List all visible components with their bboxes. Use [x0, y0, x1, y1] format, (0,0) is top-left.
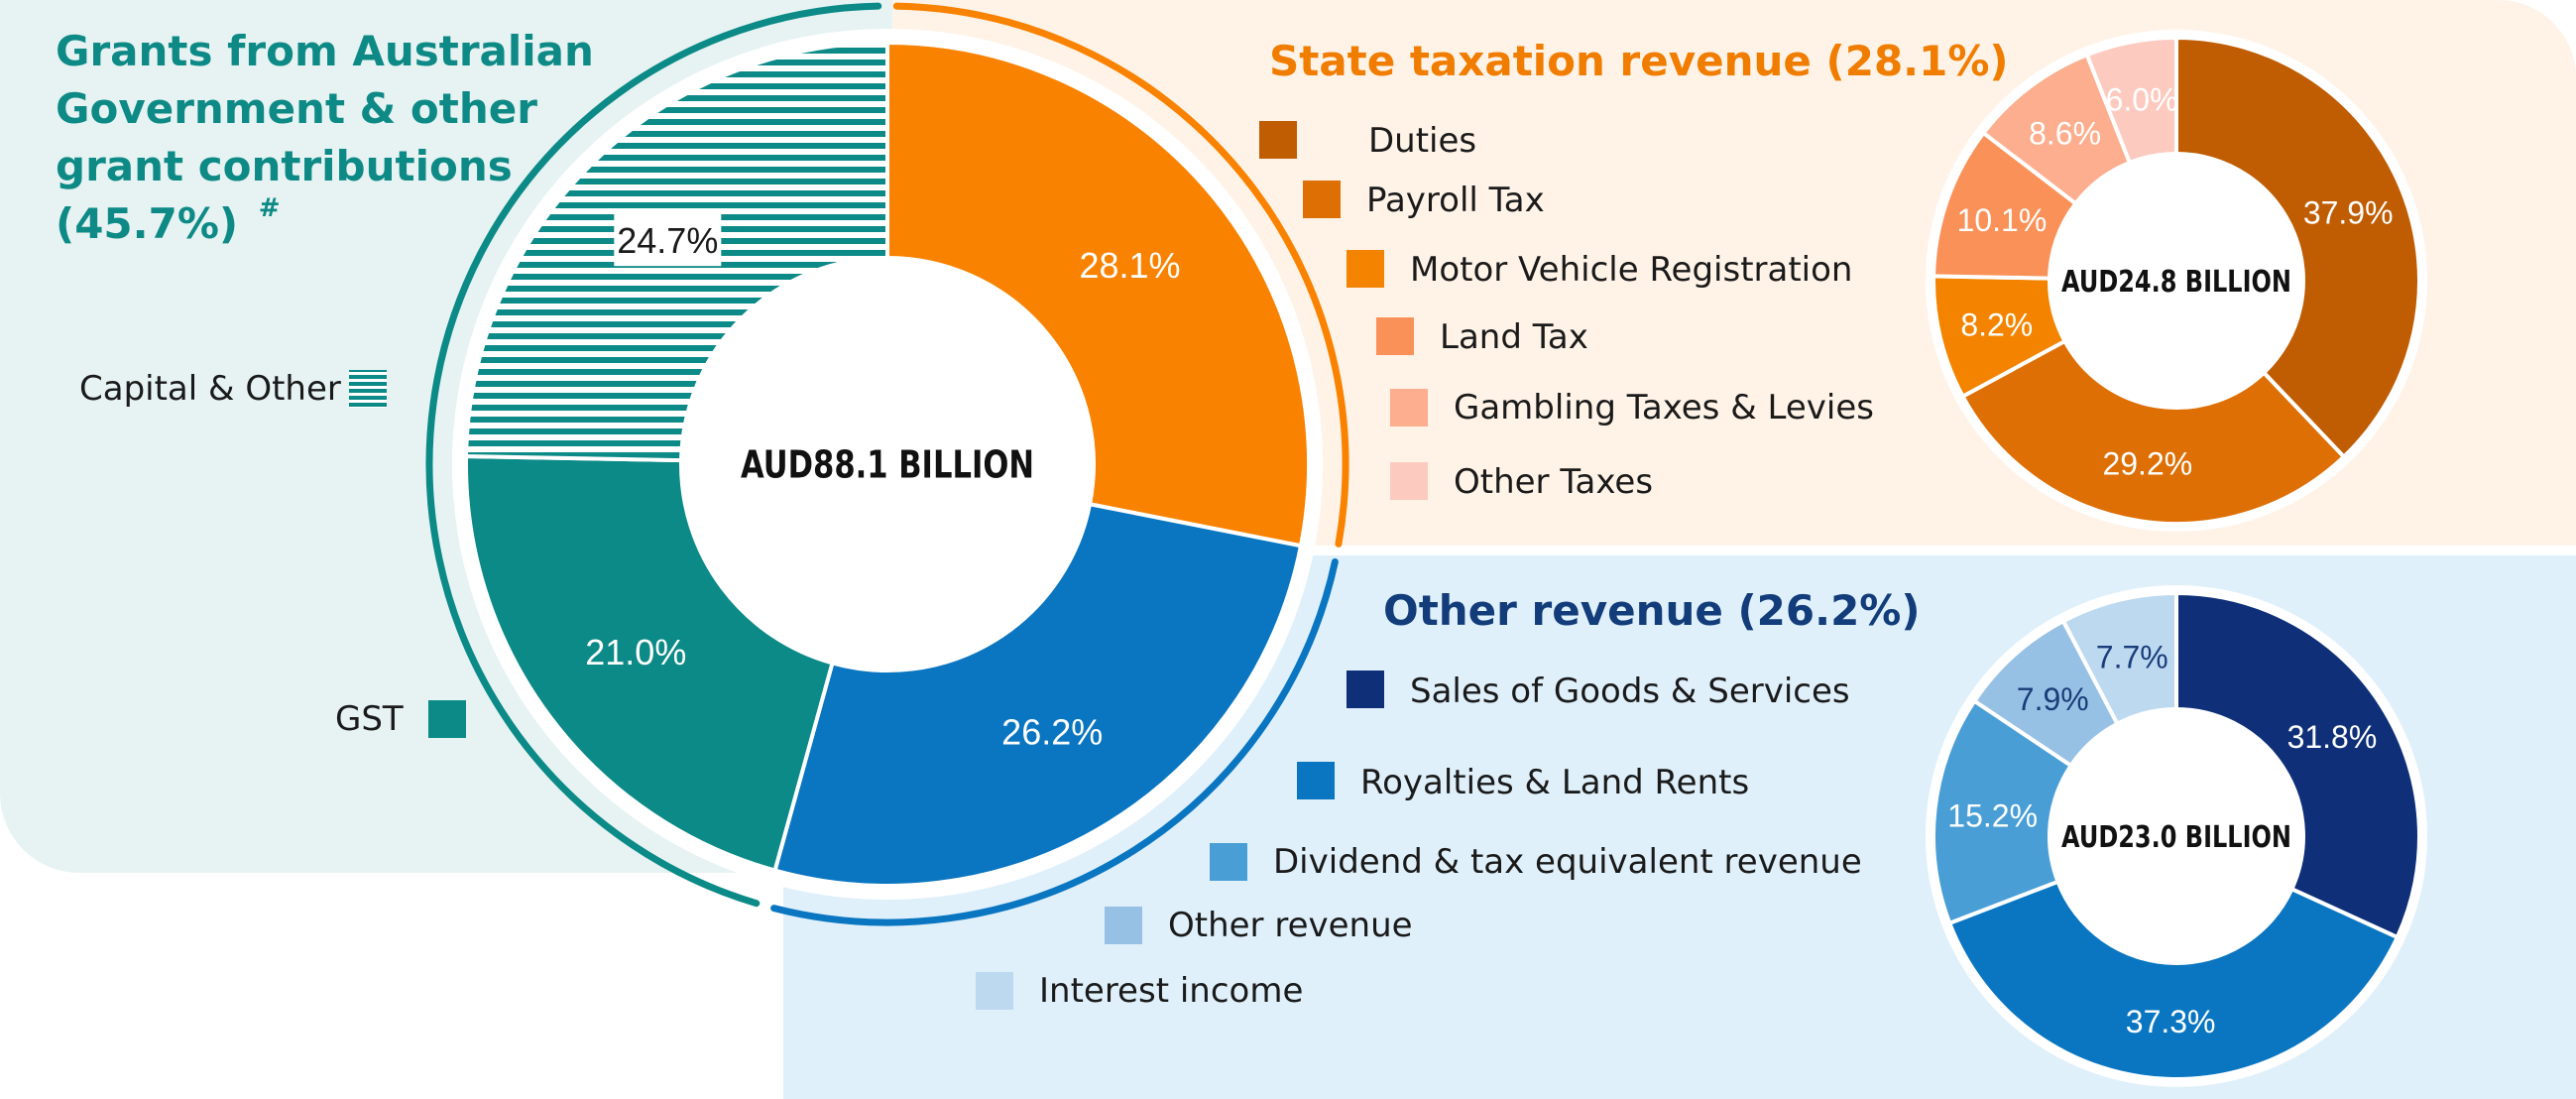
data-label-dividend-tax-equivalent-revenue: 15.2% [1947, 798, 2038, 834]
grants-title-line: Grants from Australian [56, 27, 594, 75]
grants-title-line: grant contributions [56, 142, 513, 190]
legend-label-sales: Sales of Goods & Services [1410, 672, 1850, 711]
grants-title: Grants from Australian Government & othe… [56, 27, 609, 248]
slice-sales-of-goods-services [2174, 590, 2421, 940]
legend-label-gst: GST [335, 699, 404, 739]
arc-other-revenue [770, 557, 1339, 926]
state-taxation-donut: 37.9% 29.2% 8.2% 10.1% 8.6%6.0% AUD24.8 BILLI… [1926, 30, 2427, 532]
slice-payroll-tax [1959, 338, 2347, 526]
data-label-other-revenue: 26.2% [1001, 711, 1103, 752]
arc-state-taxation [892, 2, 1349, 548]
data-label-motor-vehicle-registration: 8.2% [1960, 307, 2033, 343]
other-revenue-donut: 31.8% 37.3% 15.2% 7.9%7.7% AUD23.0 BILLION [1926, 585, 2427, 1087]
other-revenue-legend: Sales of Goods & Services Royalties & La… [976, 671, 1862, 1011]
slice-dividend-tax-equivalent-revenue [1932, 697, 2074, 926]
legend-swatch-payroll-tax [1303, 181, 1341, 218]
data-label-duties: 37.9% [2303, 194, 2394, 230]
legend-swatch-interest [976, 972, 1013, 1010]
grants-title-line: (45.7%) [56, 199, 238, 248]
slice-other-taxes [2084, 35, 2178, 166]
legend-label-other-revenue: Other revenue [1168, 906, 1413, 945]
data-label-interest-income: 7.7% [2096, 639, 2168, 674]
legend-swatch-gambling [1390, 389, 1428, 427]
label-background [614, 214, 722, 267]
legend-swatch-royalties [1297, 762, 1335, 799]
state-taxation-title: State taxation revenue (28.1%) [1269, 37, 2009, 85]
legend-label-duties: Duties [1368, 121, 1476, 161]
footnote-mark: # [259, 193, 281, 223]
data-label-other-taxes: 6.0% [2106, 81, 2178, 117]
data-label-land-tax: 10.1% [1957, 202, 2048, 238]
donut-center-label: AUD23.0 BILLION [2061, 820, 2291, 855]
legend-swatch-sales [1347, 671, 1384, 708]
data-label-capital-other: 24.7% [617, 220, 718, 261]
legend-label-dividend: Dividend & tax equivalent revenue [1273, 842, 1862, 882]
data-label-payroll-tax: 29.2% [2102, 446, 2192, 482]
arc-grants [425, 2, 882, 908]
data-label-sales-of-goods-services: 31.8% [2287, 719, 2378, 755]
legend-label-royalties: Royalties & Land Rents [1360, 763, 1749, 802]
legend-swatch-capital-other [349, 370, 387, 408]
slice-duties [2174, 35, 2421, 460]
legend-label-land-tax: Land Tax [1440, 317, 1588, 357]
legend-swatch-land-tax [1376, 317, 1414, 355]
state-taxation-legend: Duties Payroll Tax Motor Vehicle Registr… [1259, 121, 1874, 502]
slice-gst [464, 453, 835, 874]
data-label-other-revenue: 7.9% [2017, 681, 2089, 717]
legend-label-payroll-tax: Payroll Tax [1366, 181, 1545, 220]
data-label-state-taxation-revenue: 28.1% [1079, 245, 1180, 286]
main-donut: 28.1% 26.2% 21.0% 24.7% AUD88.1 BILLION [452, 29, 1323, 900]
legend-swatch-other-revenue [1105, 907, 1142, 944]
legend-swatch-gst [428, 700, 466, 738]
legend-label-other-taxes: Other Taxes [1454, 462, 1653, 502]
data-label-gst: 21.0% [585, 632, 686, 672]
slice-other-revenue [772, 501, 1304, 888]
legend-label-motor-vehicle: Motor Vehicle Registration [1410, 250, 1852, 290]
main-outer-arcs [425, 2, 1349, 926]
slice-interest-income [2060, 590, 2178, 727]
donut-center-label: AUD88.1 BILLION [741, 443, 1034, 487]
legend-swatch-motor-vehicle [1347, 250, 1384, 288]
legend-swatch-dividend [1210, 843, 1247, 881]
data-label-royalties-land-rents: 37.3% [2126, 1004, 2216, 1039]
slice-state-taxation-revenue [885, 40, 1311, 549]
other-revenue-title: Other revenue (26.2%) [1383, 586, 1921, 635]
legend-label-gambling: Gambling Taxes & Levies [1454, 388, 1874, 427]
legend-swatch-duties [1259, 121, 1297, 159]
legend-label-interest: Interest income [1039, 971, 1303, 1011]
grants-title-line: Government & other [56, 84, 537, 133]
donut-center-label: AUD24.8 BILLION [2061, 265, 2291, 300]
data-label-gambling-taxes-levies: 8.6% [2029, 116, 2101, 152]
legend-label-capital-other: Capital & Other [79, 369, 341, 409]
legend-swatch-other-taxes [1390, 462, 1428, 500]
slice-royalties-land-rents [1946, 879, 2400, 1081]
